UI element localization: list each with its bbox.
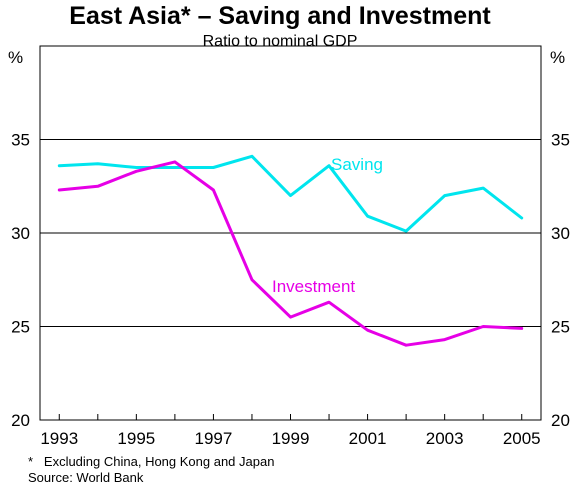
y-tick-label-right: 30 [551,224,570,243]
series-line-saving [57,154,524,233]
chart-subtitle: Ratio to nominal GDP [203,33,358,50]
y-tick-label-left: 30 [11,224,30,243]
gridlines [40,139,541,327]
y-unit-left: % [8,48,23,67]
y-tick-label-right: 25 [551,318,570,337]
y-tick-label-left: 25 [11,318,30,337]
y-tick-label-left: 35 [11,131,30,150]
y-tick-label-right: 20 [551,411,570,430]
x-tick-label: 1999 [272,429,310,448]
axis-ticks: 20 20 25 25 30 30 35 35 1993 1995 1997 1999 2001 2003… [11,131,570,449]
x-tick-label: 2003 [426,429,464,448]
footnote-source: Source: World Bank [28,470,144,485]
footnote-exclusion: * Excluding China, Hong Kong and Japan [28,454,274,469]
series-line-investment [57,160,524,347]
series-label-investment: Investment [272,277,355,296]
x-tick-label: 2001 [349,429,387,448]
chart-title: East Asia* – Saving and Investment [69,2,491,30]
x-tick-label: 2005 [503,429,541,448]
series-label-saving: Saving [331,155,383,174]
x-tick-label: 1997 [195,429,233,448]
y-tick-label-right: 35 [551,131,570,150]
y-unit-right: % [550,48,565,67]
x-tick-label: 1993 [40,429,78,448]
x-tick-label: 1995 [117,429,155,448]
series-lines [57,154,524,347]
y-tick-label-left: 20 [11,411,30,430]
